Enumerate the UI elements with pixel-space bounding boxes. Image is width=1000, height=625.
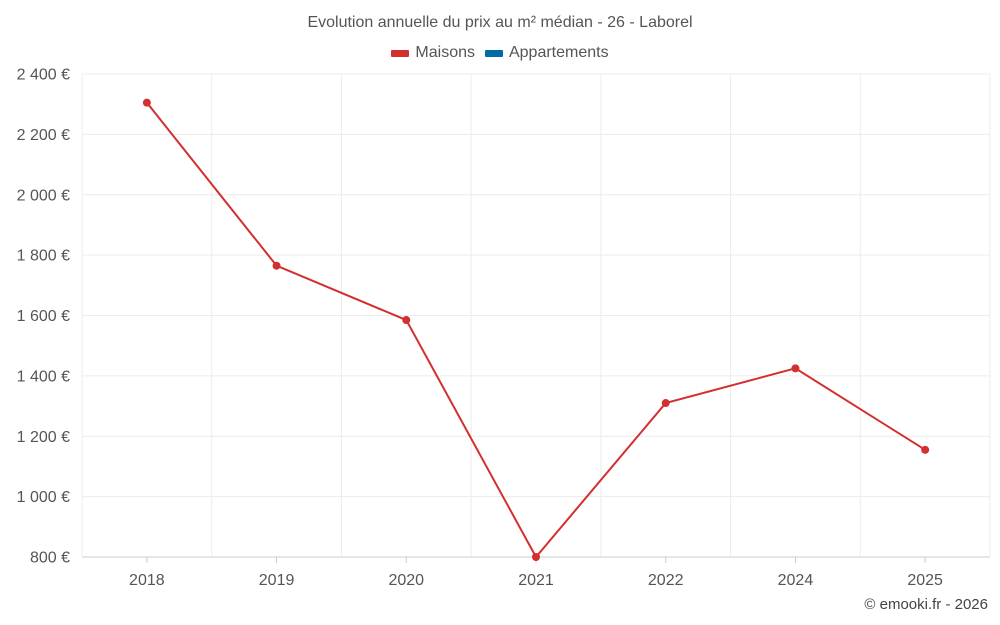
- legend-swatch-appartements: [484, 49, 503, 57]
- credit-text: © emooki.fr - 2026: [864, 596, 988, 613]
- legend-swatch-maisons: [391, 49, 410, 57]
- data-point[interactable]: [661, 399, 670, 408]
- data-point[interactable]: [791, 364, 800, 373]
- legend-label-maisons: Maisons: [415, 44, 475, 61]
- x-tick-label: 2022: [648, 572, 684, 589]
- axis-layer: 800 € 1 000 € 1 200 € 1 400 € 1 600 € 1 800 €…: [17, 67, 943, 590]
- data-point[interactable]: [532, 553, 540, 561]
- legend-item-maisons[interactable]: Maisons: [391, 44, 475, 62]
- x-tick-label: 2021: [518, 572, 554, 589]
- y-tick-label: 2 200 €: [17, 127, 70, 144]
- grid-layer: [81, 73, 991, 558]
- legend-item-appartements[interactable]: Appartements: [484, 44, 609, 62]
- y-tick-label: 2 400 €: [17, 67, 70, 84]
- y-tick-label: 1 000 €: [17, 489, 70, 506]
- legend-label-appartements: Appartements: [508, 44, 609, 61]
- x-tick-label: 2019: [259, 572, 295, 589]
- chart-title: Evolution annuelle du prix au m² médian …: [307, 14, 693, 31]
- x-tick-label: 2018: [129, 572, 165, 589]
- x-tick-label: 2024: [778, 572, 814, 589]
- x-tick-label: 2020: [388, 572, 424, 589]
- data-point[interactable]: [272, 261, 281, 270]
- series-layer: [142, 98, 930, 561]
- data-point[interactable]: [142, 98, 151, 107]
- y-tick-label: 800 €: [30, 550, 70, 567]
- chart-legend: Maisons Appartements: [0, 44, 1000, 62]
- y-tick-label: 1 800 €: [17, 248, 70, 265]
- y-tick-label: 1 200 €: [17, 429, 70, 446]
- y-tick-label: 1 600 €: [17, 308, 70, 325]
- y-tick-label: 2 000 €: [17, 187, 70, 204]
- data-point[interactable]: [402, 316, 411, 325]
- data-point[interactable]: [921, 445, 930, 454]
- series-line-maisons: [146, 102, 926, 559]
- y-tick-label: 1 400 €: [17, 368, 70, 385]
- x-tick-label: 2025: [907, 572, 943, 589]
